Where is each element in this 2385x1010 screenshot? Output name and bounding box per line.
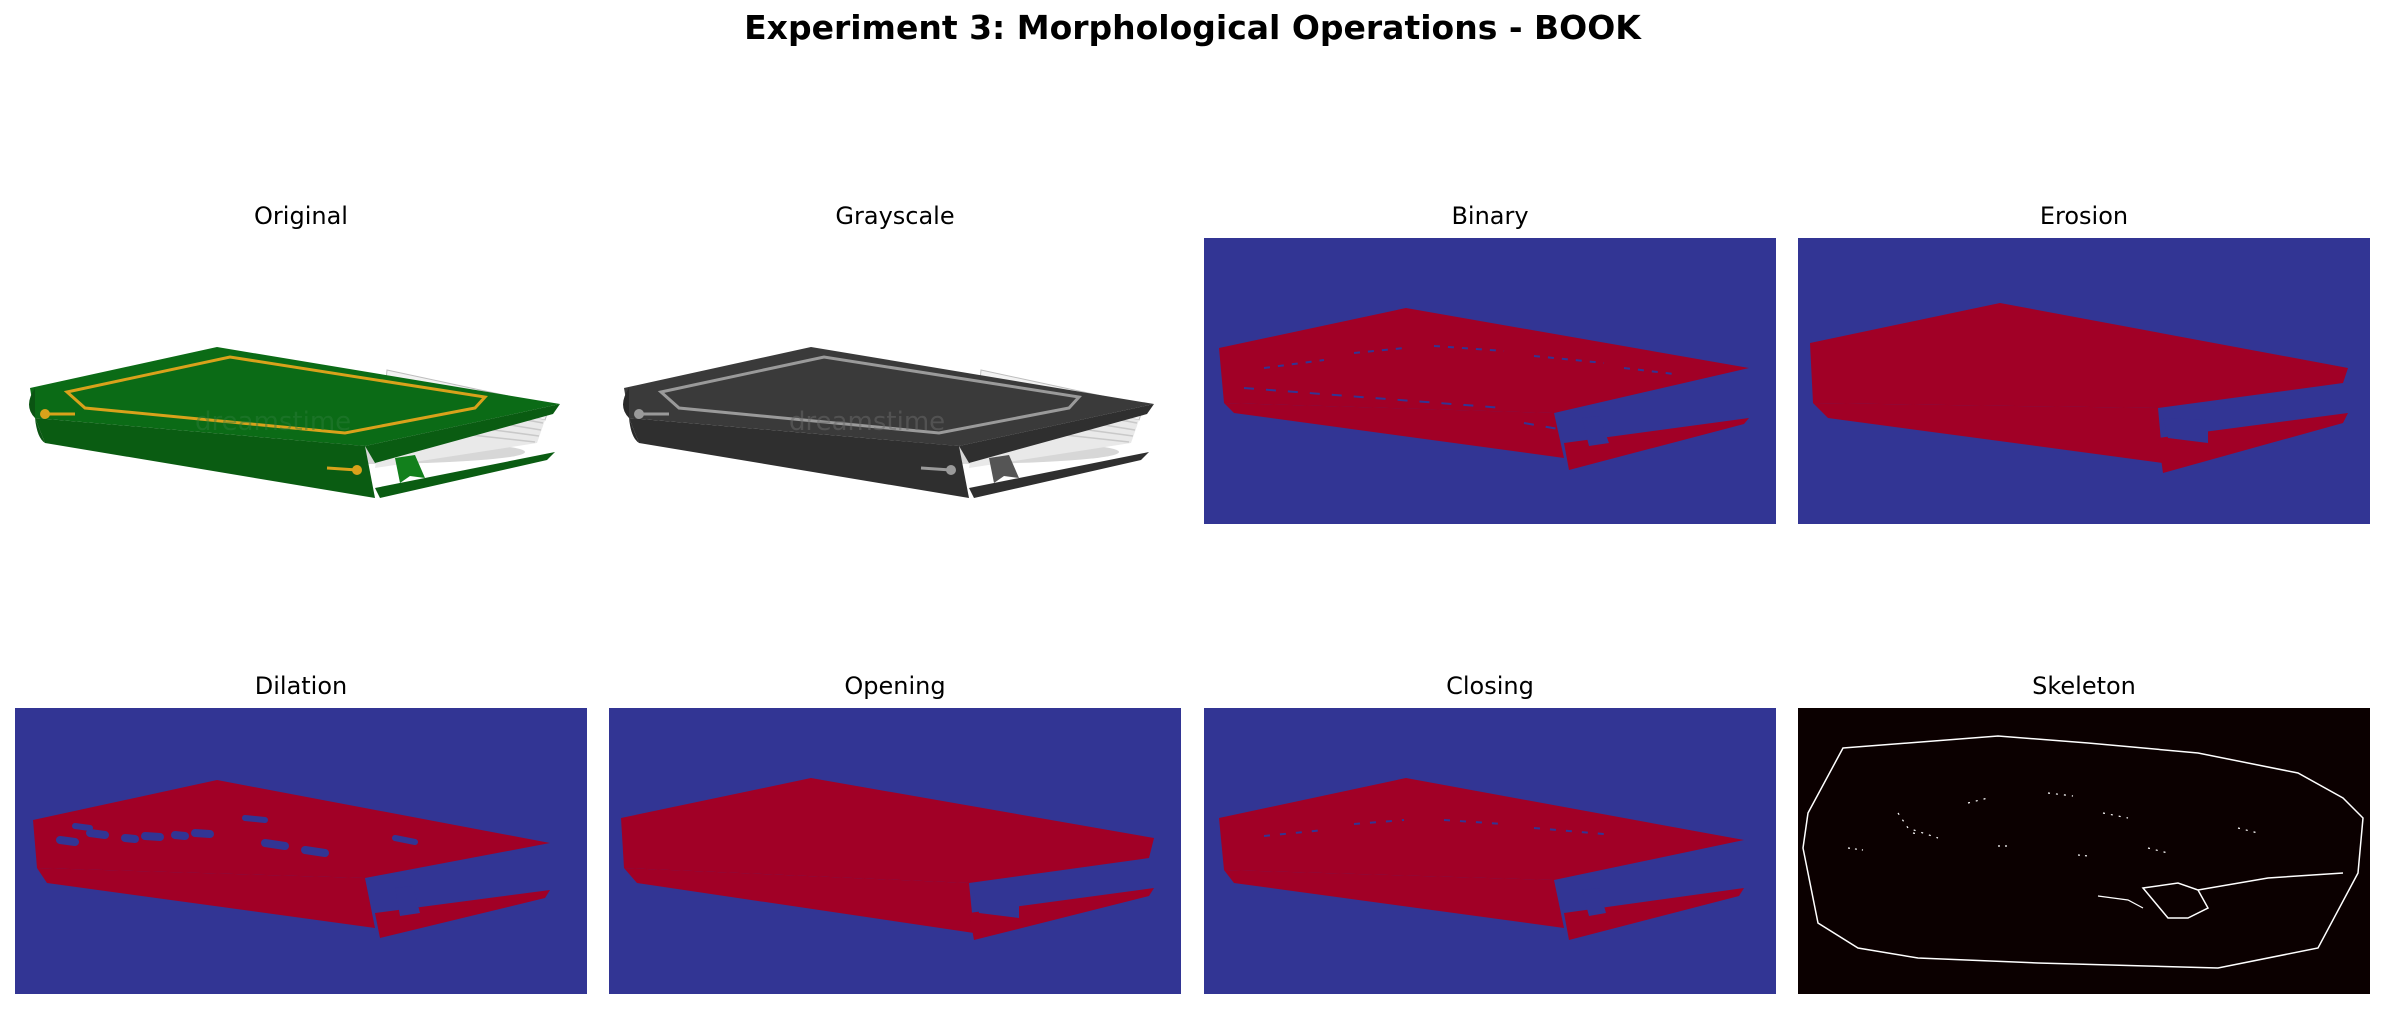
- panel-title: Opening: [844, 672, 946, 700]
- opening-mask-image: [609, 708, 1181, 994]
- closing-mask-image: [1204, 708, 1776, 994]
- panel-title: Dilation: [254, 672, 348, 700]
- dilation-mask-image: [15, 708, 587, 994]
- panel-title: Closing: [1446, 672, 1534, 700]
- figure-title: Experiment 3: Morphological Operations -…: [744, 8, 1641, 47]
- binary-mask-image: [1204, 238, 1776, 524]
- panel-title: Skeleton: [2032, 672, 2136, 700]
- book-grayscale-image: dreamstime: [609, 238, 1181, 524]
- skeleton-image: [1798, 708, 2370, 994]
- book-color-image: dreamstime: [15, 238, 587, 524]
- watermark-text: dreamstime: [195, 407, 351, 437]
- watermark-text: dreamstime: [789, 407, 945, 437]
- erosion-mask-image: [1798, 238, 2370, 524]
- panel-title: Erosion: [2039, 202, 2129, 230]
- panel-title: Grayscale: [835, 202, 955, 230]
- panel-title: Binary: [1451, 202, 1529, 230]
- panel-title: Original: [254, 202, 348, 230]
